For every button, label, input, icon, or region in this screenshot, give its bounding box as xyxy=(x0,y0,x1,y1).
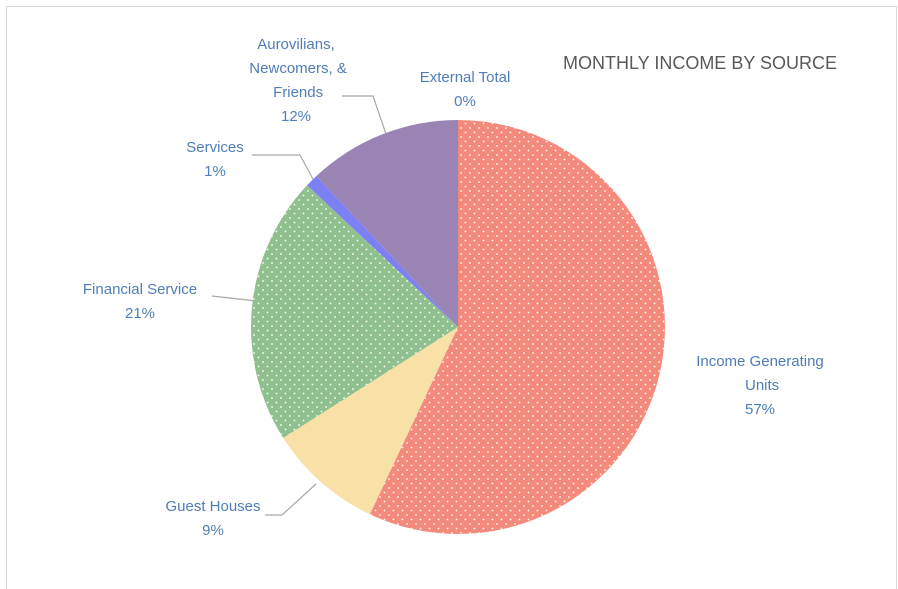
slice-value-label: 9% xyxy=(202,522,224,539)
chart-title: MONTHLY INCOME BY SOURCE xyxy=(563,53,837,73)
leader-line xyxy=(265,483,317,516)
slice-label: Financial Service xyxy=(83,281,197,298)
leader-line xyxy=(252,154,315,182)
slice-label: Services xyxy=(186,139,244,156)
slice-label: External Total xyxy=(420,69,511,86)
slice-value-label: 21% xyxy=(125,305,155,322)
slice-value-label: 12% xyxy=(281,108,311,125)
slice-label: Aurovilians, Newcomers, & Friends xyxy=(245,36,347,101)
pie-slice xyxy=(369,120,665,534)
slice-value-label: 57% xyxy=(745,401,775,418)
slice-label: Guest Houses xyxy=(165,498,260,515)
pie-slice xyxy=(316,120,458,327)
slice-value-label: 1% xyxy=(204,163,226,180)
leader-line xyxy=(211,295,257,302)
pie-slice xyxy=(283,327,458,515)
pie-slice xyxy=(250,185,458,438)
slice-label: Income Generating Units xyxy=(696,353,824,394)
pie-slice xyxy=(307,176,458,327)
slice-value-label: 0% xyxy=(454,93,476,110)
leader-line xyxy=(342,95,387,135)
